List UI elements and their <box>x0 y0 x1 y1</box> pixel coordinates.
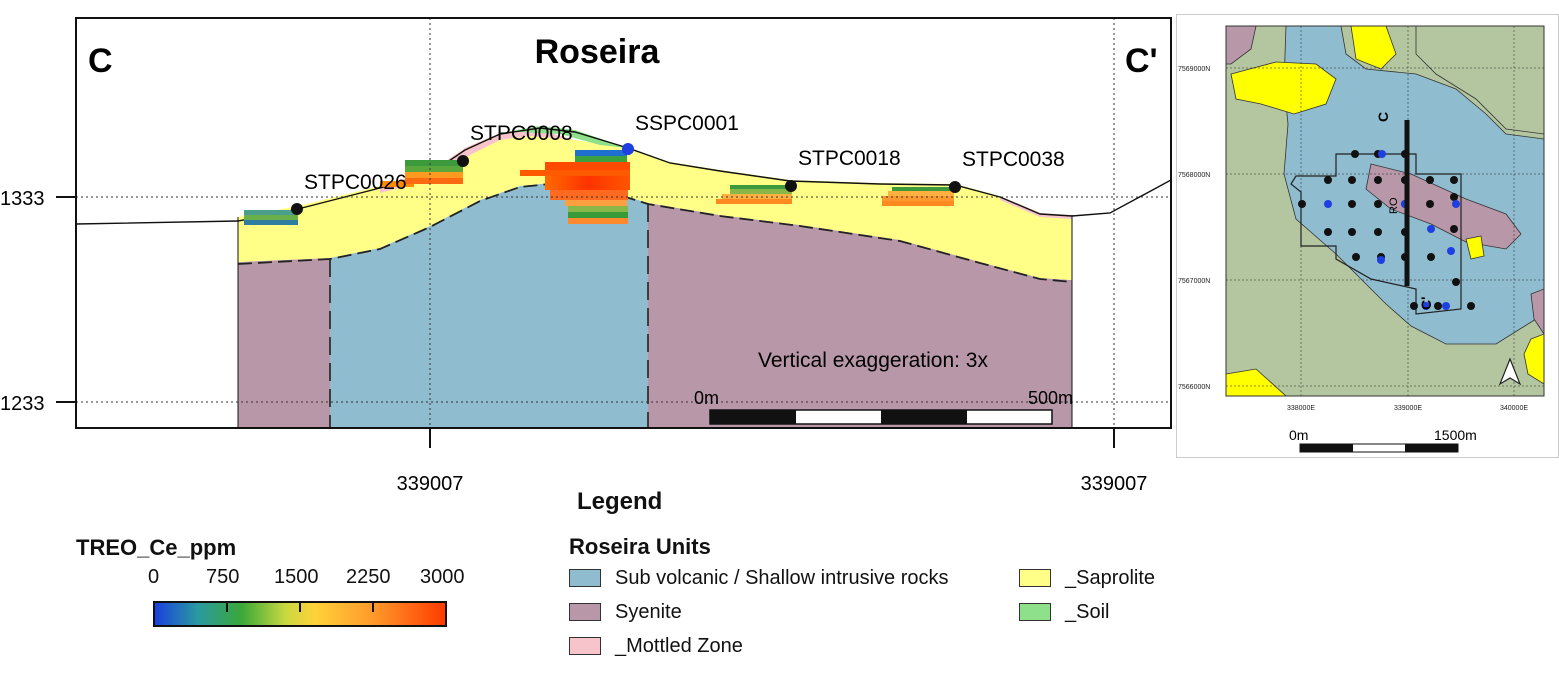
treo-tick: 2250 <box>346 566 391 588</box>
map-section-end: C' <box>1418 297 1434 310</box>
swatch-subvolcanic <box>569 569 601 587</box>
svg-text:7567000N: 7567000N <box>1178 278 1210 285</box>
svg-text:7569000N: 7569000N <box>1178 66 1210 73</box>
map-syenite-corner <box>1226 26 1257 65</box>
collar-stpc0038 <box>949 181 961 193</box>
treo-tick: 0 <box>148 566 160 588</box>
svg-text:7568000N: 7568000N <box>1178 172 1210 179</box>
elev-lower-label: 1233 <box>0 393 45 415</box>
section-scale-bar: 0m 500m <box>694 388 1073 425</box>
soil-unit <box>500 126 628 148</box>
north-arrow-icon <box>1498 357 1522 386</box>
map-saprolite-4 <box>1226 368 1287 396</box>
easting-right-label: 339007 <box>1081 473 1148 495</box>
section-title: Roseira <box>535 33 661 71</box>
swatch-soil <box>1019 603 1051 621</box>
grade-bars <box>244 150 954 225</box>
legend-item-mottled: _Mottled Zone <box>569 629 948 663</box>
hole-label: STPC0018 <box>798 147 901 170</box>
treo-tick: 3000 <box>420 566 465 588</box>
svg-text:340000E: 340000E <box>1500 405 1528 412</box>
syenite-unit-left <box>238 258 330 428</box>
svg-text:339000E: 339000E <box>1394 405 1422 412</box>
units-legend-col2: _Saprolite _Soil <box>1019 561 1155 629</box>
swatch-syenite <box>569 603 601 621</box>
map-easting-labels: 338000E 339000E 340000E <box>1287 405 1528 412</box>
map-green-ne <box>1415 26 1544 135</box>
legend-item-subvolcanic: Sub volcanic / Shallow intrusive rocks <box>569 561 948 595</box>
legend-label: Sub volcanic / Shallow intrusive rocks <box>615 566 949 589</box>
legend-item-syenite: Syenite <box>569 595 948 629</box>
map-section-start: C <box>1375 112 1391 122</box>
hole-label: STPC0038 <box>962 148 1065 171</box>
hole-label: STPC0026 <box>304 171 407 194</box>
legend-label: Syenite <box>615 600 682 623</box>
legend-label: _Soil <box>1065 600 1110 623</box>
inset-map: C C' RO 7569000N 7568000N 7567000N 75660… <box>1176 14 1559 458</box>
collar-stpc0018 <box>785 180 797 192</box>
collar-stpc0026 <box>291 203 303 215</box>
treo-colorbar <box>153 601 447 627</box>
elev-upper-label: 1333 <box>0 188 45 210</box>
map-saprolite <box>1230 61 1337 115</box>
map-scale-start: 0m <box>1289 427 1308 443</box>
vertical-exaggeration: Vertical exaggeration: 3x <box>758 349 988 372</box>
scale-start-label: 0m <box>694 388 719 408</box>
mottled-zone-right <box>1000 196 1072 219</box>
legend-label: _Saprolite <box>1065 566 1156 589</box>
section-start-label: C <box>88 42 113 80</box>
svg-text:7566000N: 7566000N <box>1178 384 1210 391</box>
hole-label: SSPC0001 <box>635 112 739 135</box>
map-ro-label: RO <box>1388 197 1400 214</box>
swatch-mottled <box>569 637 601 655</box>
map-scale-end: 1500m <box>1434 427 1477 443</box>
treo-tick: 1500 <box>274 566 319 588</box>
svg-text:338000E: 338000E <box>1287 405 1315 412</box>
units-legend-title: Roseira Units <box>569 534 711 559</box>
map-saprolite-2 <box>1350 26 1397 70</box>
easting-left-label: 339007 <box>397 473 464 495</box>
map-saprolite-5 <box>1465 235 1485 260</box>
contact-line <box>237 182 1073 283</box>
units-legend-col1: Sub volcanic / Shallow intrusive rocks S… <box>569 561 948 663</box>
collar-stpc0008 <box>457 155 469 167</box>
legend-label: _Mottled Zone <box>615 634 743 657</box>
collar-sspc0001 <box>622 143 634 155</box>
map-saprolite-3 <box>1523 333 1544 385</box>
hole-label: STPC0008 <box>470 122 573 145</box>
legend-title: Legend <box>577 488 663 515</box>
scale-end-label: 500m <box>1028 388 1073 408</box>
subvolcanic-unit <box>330 182 648 428</box>
legend-item-soil: _Soil <box>1019 595 1155 629</box>
map-scale-bar: 0m 1500m <box>1289 427 1477 453</box>
treo-tick: 750 <box>206 566 240 588</box>
legend-item-saprolite: _Saprolite <box>1019 561 1155 595</box>
map-northing-labels: 7569000N 7568000N 7567000N 7566000N <box>1178 66 1210 391</box>
section-frame <box>75 17 1172 429</box>
treo-legend-title: TREO_Ce_ppm <box>76 535 237 560</box>
cross-section: Roseira C C' 1333 1233 339007 339007 Ver… <box>0 17 1172 495</box>
map-syenite-edge <box>1530 288 1544 335</box>
swatch-saprolite <box>1019 569 1051 587</box>
treo-tick-labels: 0 750 1500 2250 3000 <box>140 566 480 592</box>
section-end-label: C' <box>1125 42 1158 80</box>
